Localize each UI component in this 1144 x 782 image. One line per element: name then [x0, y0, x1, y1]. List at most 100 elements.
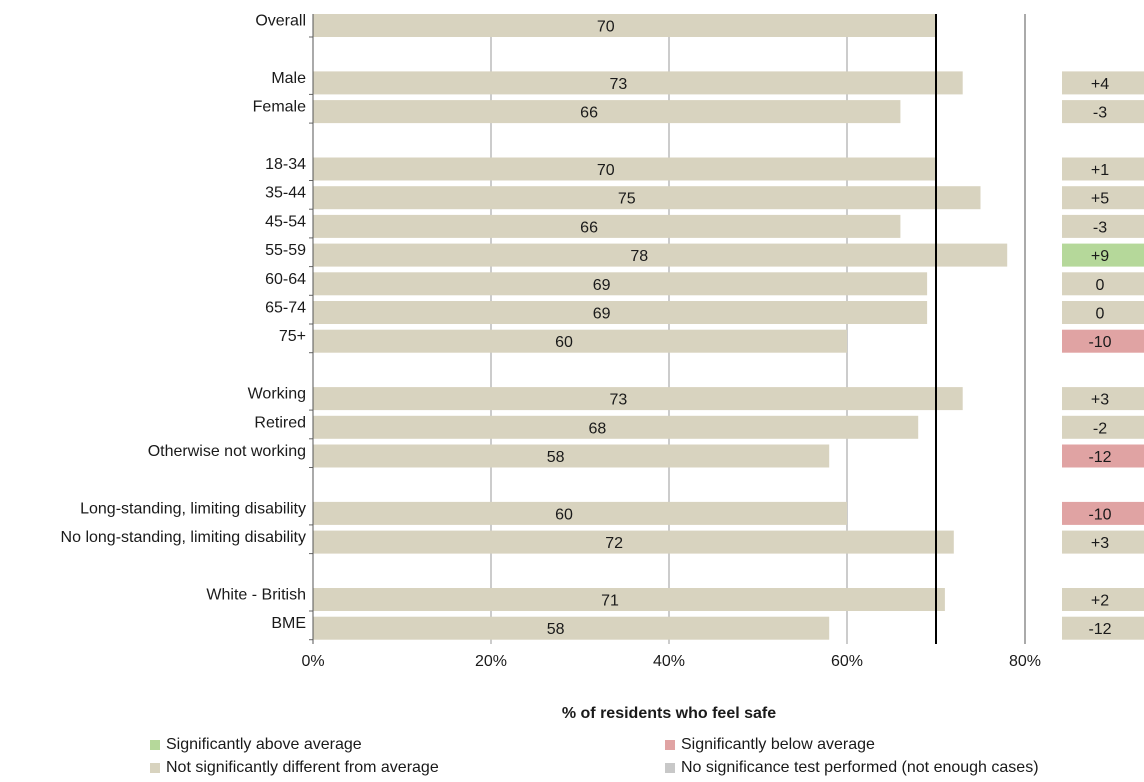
- difference-box: [1062, 501, 1144, 525]
- category-label: 35-44: [265, 185, 306, 202]
- difference-label: -3: [1093, 105, 1107, 122]
- bar-value-label: 78: [630, 248, 648, 265]
- difference-box: [1062, 444, 1144, 468]
- legend-no-test: No significance test performed (not enou…: [665, 759, 1039, 777]
- category-label: Retired: [254, 414, 306, 431]
- difference-label: -12: [1088, 621, 1111, 638]
- bar-value-label: 75: [618, 191, 636, 208]
- bar: [313, 444, 830, 468]
- difference-label: +3: [1091, 535, 1109, 552]
- bar-value-label: 73: [609, 392, 627, 409]
- category-label: 55-59: [265, 242, 306, 259]
- x-tick-label: 0%: [301, 653, 324, 670]
- bar-value-label: 73: [609, 76, 627, 93]
- bar-value-label: 70: [597, 19, 615, 36]
- difference-box: [1062, 301, 1144, 324]
- bar-value-label: 69: [593, 277, 611, 294]
- difference-box: [1062, 214, 1144, 238]
- category-label: 45-54: [265, 213, 306, 230]
- bar-value-label: 58: [547, 621, 565, 638]
- legend-not-significant-swatch: [150, 763, 160, 773]
- bar: [313, 71, 963, 95]
- difference-label: +2: [1091, 593, 1109, 610]
- bar-value-label: 70: [597, 162, 615, 179]
- bar: [313, 14, 936, 37]
- x-tick-label: 60%: [831, 653, 863, 670]
- legend-below: Significantly below average: [665, 736, 875, 754]
- category-label: No long-standing, limiting disability: [61, 529, 306, 546]
- category-label: 18-34: [265, 156, 306, 173]
- difference-box: [1062, 329, 1144, 353]
- legend-below-swatch: [665, 740, 675, 750]
- bar: [313, 616, 830, 640]
- bar-value-label: 60: [555, 506, 573, 523]
- bar-value-label: 66: [580, 219, 598, 236]
- x-tick-label: 20%: [475, 653, 507, 670]
- legend-above: Significantly above average: [150, 736, 362, 754]
- bar-value-label: 58: [547, 449, 565, 466]
- bar: [313, 214, 901, 238]
- bar-value-label: 72: [605, 535, 623, 552]
- category-label: Female: [253, 99, 306, 116]
- difference-label: -10: [1088, 334, 1111, 351]
- bar-value-label: 66: [580, 105, 598, 122]
- x-tick-label: 40%: [653, 653, 685, 670]
- difference-label: -2: [1093, 420, 1107, 437]
- bar: [313, 588, 945, 611]
- difference-box: [1062, 588, 1144, 611]
- bar-value-label: 60: [555, 334, 573, 351]
- category-label: Long-standing, limiting disability: [80, 500, 306, 517]
- category-label: BME: [271, 615, 306, 632]
- difference-box: [1062, 243, 1144, 267]
- bar: [313, 415, 919, 439]
- legend-no-test-swatch: [665, 763, 675, 773]
- category-label: 65-74: [265, 300, 306, 317]
- legend-above-swatch: [150, 740, 160, 750]
- difference-box: [1062, 100, 1144, 124]
- difference-label: -12: [1088, 449, 1111, 466]
- bar: [313, 301, 928, 324]
- difference-box: [1062, 530, 1144, 554]
- category-label: 75+: [279, 328, 306, 345]
- category-label: Otherwise not working: [148, 443, 306, 460]
- bar: [313, 100, 901, 124]
- x-tick-label: 80%: [1009, 653, 1041, 670]
- bar: [313, 272, 928, 296]
- bar: [313, 501, 847, 525]
- difference-box: [1062, 616, 1144, 640]
- difference-box: [1062, 186, 1144, 210]
- difference-box: [1062, 272, 1144, 296]
- bar: [313, 387, 963, 411]
- difference-label: +3: [1091, 392, 1109, 409]
- legend-no-test-label: No significance test performed (not enou…: [681, 759, 1039, 776]
- bar: [313, 530, 954, 554]
- legend-below-label: Significantly below average: [681, 736, 875, 753]
- difference-label: -3: [1093, 219, 1107, 236]
- category-label: 60-64: [265, 271, 306, 288]
- safety-bar-chart: 70 Overall 73 Male +4 66 Female -3 70 18-34 +1 75 35…: [61, 13, 1144, 722]
- difference-label: +9: [1091, 248, 1109, 265]
- category-label: Male: [271, 70, 306, 87]
- difference-label: 0: [1096, 277, 1105, 294]
- bar: [313, 157, 936, 181]
- category-label: Overall: [255, 13, 306, 30]
- legend-not-significant: Not significantly different from average: [150, 759, 439, 777]
- difference-label: +4: [1091, 76, 1109, 93]
- bar: [313, 329, 847, 353]
- difference-box: [1062, 387, 1144, 411]
- bar-value-label: 71: [601, 593, 619, 610]
- difference-label: 0: [1096, 306, 1105, 323]
- difference-box: [1062, 71, 1144, 95]
- x-axis-title: % of residents who feel safe: [562, 705, 776, 722]
- bar: [313, 243, 1008, 267]
- legend-not-significant-label: Not significantly different from average: [166, 759, 439, 776]
- bar-value-label: 68: [589, 420, 607, 437]
- legend-above-label: Significantly above average: [166, 736, 362, 753]
- difference-label: +5: [1091, 191, 1109, 208]
- category-label: Working: [248, 386, 306, 403]
- bar: [313, 186, 981, 210]
- bar-value-label: 69: [593, 306, 611, 323]
- difference-label: +1: [1091, 162, 1109, 179]
- category-label: White - British: [206, 587, 306, 604]
- difference-label: -10: [1088, 506, 1111, 523]
